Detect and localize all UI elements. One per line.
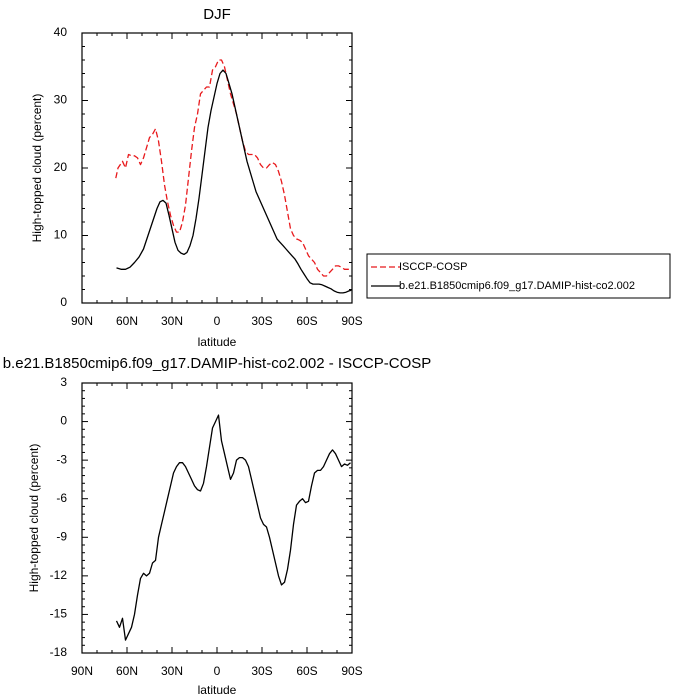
x-tick-label: 30S [251, 314, 272, 328]
x-tick-label: 30S [251, 664, 272, 678]
series-line-difference [115, 414, 351, 641]
legend-label: ISCCP-COSP [399, 261, 467, 273]
y-tick-label: -15 [50, 607, 68, 621]
series-line-model [116, 69, 352, 294]
chart-title: b.e21.B1850cmip6.f09_g17.DAMIP-hist-co2.… [3, 355, 432, 372]
y-axis-label: High-topped cloud (percent) [30, 94, 44, 243]
y-tick-label: -9 [56, 529, 67, 543]
y-tick-label: 0 [60, 414, 67, 428]
x-tick-label: 30N [161, 314, 183, 328]
x-tick-label: 30N [161, 664, 183, 678]
y-tick-label: 0 [60, 295, 67, 309]
x-tick-label: 60N [116, 664, 138, 678]
y-tick-label: -12 [50, 568, 68, 582]
x-tick-label: 60N [116, 314, 138, 328]
plot-frame [81, 32, 353, 304]
x-tick-label: 90N [71, 314, 93, 328]
legend-label: b.e21.B1850cmip6.f09_g17.DAMIP-hist-co2.… [399, 280, 635, 292]
y-tick-label: 3 [60, 375, 67, 389]
y-tick-label: 10 [54, 228, 68, 242]
top-panel: DJF 90N 60N 30N 0 30S 60S 90S 0 10 20 30 40 latitude H… [30, 6, 671, 349]
x-axis-label: latitude [198, 335, 237, 349]
y-tick-label: -18 [50, 645, 68, 659]
x-tick-label: 90S [341, 664, 362, 678]
y-tick-label: 20 [54, 160, 68, 174]
y-tick-label: 40 [54, 25, 68, 39]
x-tick-label: 90S [341, 314, 362, 328]
x-tick-label: 60S [296, 314, 317, 328]
legend-box [366, 253, 671, 299]
y-tick-label: -6 [56, 491, 67, 505]
x-tick-label: 90N [71, 664, 93, 678]
y-axis-label: High-topped cloud (percent) [27, 444, 41, 593]
x-tick-label: 0 [214, 664, 221, 678]
chart-title: DJF [203, 6, 231, 23]
bottom-panel: b.e21.B1850cmip6.f09_g17.DAMIP-hist-co2.… [3, 355, 432, 697]
x-tick-label: 60S [296, 664, 317, 678]
series-line-isccp-cosp [115, 59, 351, 277]
y-tick-label: 30 [54, 93, 68, 107]
x-tick-label: 0 [214, 314, 221, 328]
y-tick-label: -3 [56, 452, 67, 466]
x-axis-label: latitude [198, 683, 237, 697]
plot-frame [81, 382, 353, 654]
